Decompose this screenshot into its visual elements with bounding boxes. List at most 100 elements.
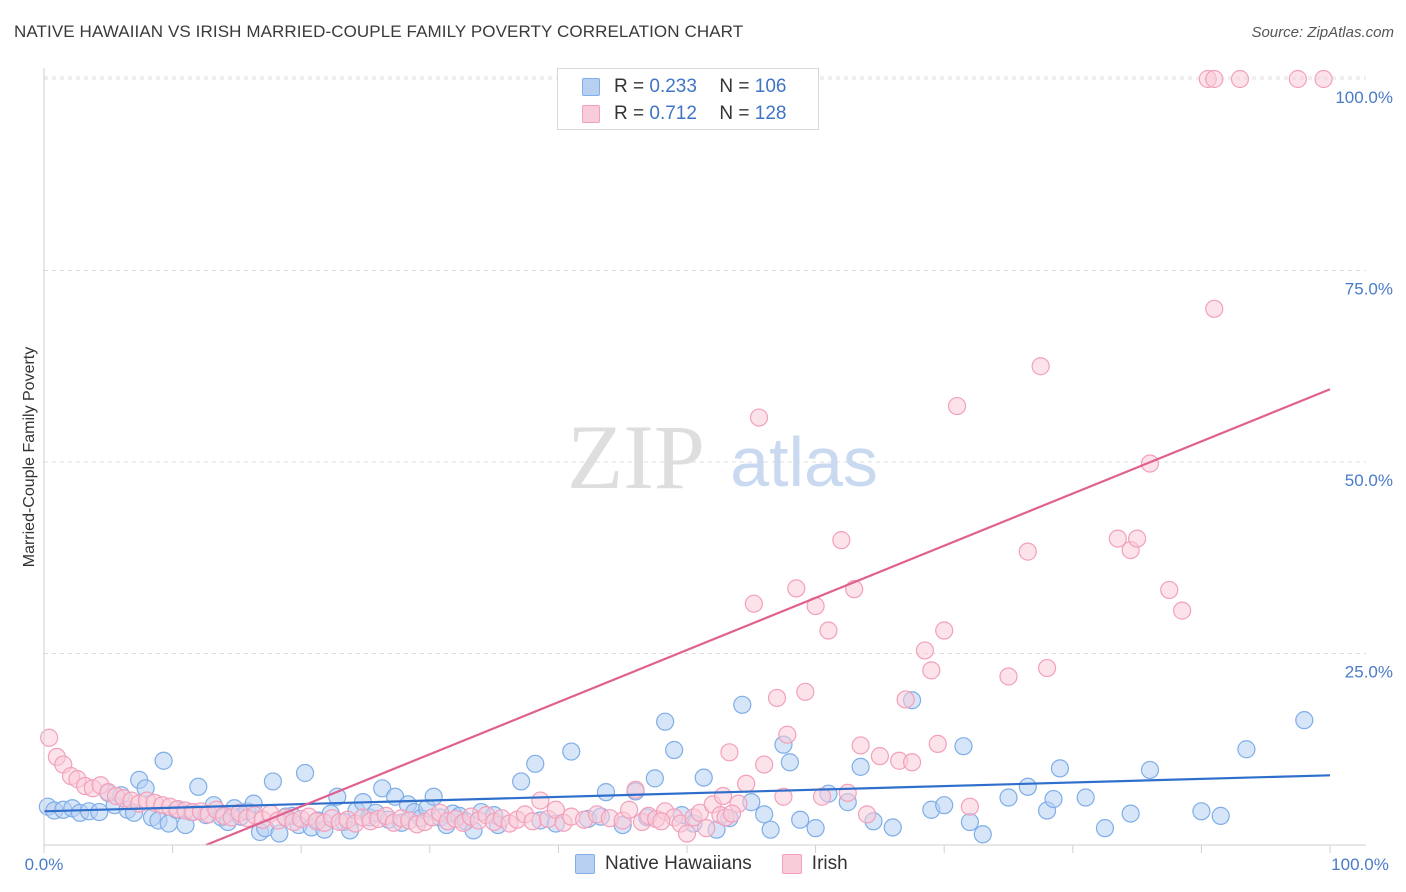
native-hawaiians-point bbox=[954, 737, 973, 756]
irish-point bbox=[1314, 69, 1333, 89]
native-hawaiians-point bbox=[263, 772, 283, 791]
native-hawaiians-point bbox=[373, 779, 392, 798]
irish-point bbox=[737, 774, 756, 793]
irish-point bbox=[720, 743, 739, 762]
legend-item-irish[interactable]: Irish bbox=[781, 853, 848, 875]
irish-point bbox=[928, 734, 947, 753]
irish-point bbox=[812, 787, 832, 806]
irish-swatch bbox=[582, 105, 600, 123]
native-hawaiians-point bbox=[295, 763, 315, 783]
native-hawaiians-point bbox=[189, 777, 208, 796]
native-hawaiians-point bbox=[665, 740, 684, 760]
irish-point bbox=[796, 682, 815, 701]
native-hawaiians-point bbox=[1211, 806, 1230, 825]
native-hawaiians-point bbox=[1076, 788, 1095, 807]
y-tick-label: 50.0% bbox=[1345, 471, 1393, 490]
native-hawaiians-swatch bbox=[582, 78, 600, 96]
irish-point bbox=[1031, 357, 1050, 376]
irish-point bbox=[902, 753, 922, 772]
irish-point bbox=[677, 824, 697, 843]
native-hawaiians-point bbox=[1050, 759, 1070, 778]
trend-layer bbox=[43, 388, 1331, 847]
irish-point bbox=[947, 396, 967, 416]
native-hawaiians-point bbox=[973, 825, 992, 844]
native-hawaiians-point bbox=[526, 754, 545, 773]
irish-point bbox=[767, 688, 787, 708]
x-tick-label-max: 100.0% bbox=[1331, 855, 1389, 874]
irish-point bbox=[832, 531, 851, 550]
native-hawaiians-trend-line bbox=[43, 774, 1331, 813]
irish-point bbox=[744, 594, 763, 613]
native-hawaiians-point bbox=[1018, 777, 1037, 796]
irish-point bbox=[1108, 529, 1127, 548]
y-tick-label: 75.0% bbox=[1345, 280, 1393, 299]
axis-layer: 25.0% 50.0% 75.0% 100.0% 0.0% 100.0% bbox=[25, 68, 1393, 874]
irish-point bbox=[722, 804, 742, 823]
native-hawaiians-point bbox=[154, 751, 173, 770]
chart-source: Source: ZipAtlas.com bbox=[1251, 24, 1394, 41]
irish-point bbox=[1037, 658, 1057, 678]
irish-point bbox=[870, 747, 890, 766]
native-hawaiians-point bbox=[596, 783, 616, 802]
n-label: N = bbox=[719, 76, 755, 97]
irish-point bbox=[851, 736, 870, 755]
irish-point bbox=[960, 797, 980, 816]
native-hawaiians-point bbox=[562, 742, 581, 761]
irish-point bbox=[896, 690, 915, 709]
irish-point bbox=[819, 621, 838, 640]
native-hawaiians-point bbox=[733, 695, 752, 714]
native-hawaiians-point bbox=[935, 796, 954, 815]
watermark-zip: ZIP bbox=[567, 406, 705, 508]
r-label: R = bbox=[614, 103, 650, 124]
irish-point bbox=[620, 800, 639, 819]
native-hawaiians-point bbox=[755, 805, 774, 824]
native-hawaiians-point bbox=[424, 787, 443, 806]
x-tick-label-min: 0.0% bbox=[25, 855, 64, 874]
legend-item-native-hawaiians[interactable]: Native Hawaiians bbox=[575, 853, 752, 875]
irish-trend-line bbox=[205, 388, 1331, 847]
series-legend: Native Hawaiians Irish bbox=[575, 853, 878, 875]
native-hawaiians-point bbox=[761, 820, 780, 839]
native-hawaiians-legend-swatch bbox=[575, 854, 595, 874]
irish-legend-label: Irish bbox=[811, 853, 848, 874]
irish-point bbox=[1230, 69, 1250, 89]
irish-point bbox=[523, 812, 542, 831]
irish-point bbox=[1018, 542, 1037, 561]
irish-r-value: 0.712 bbox=[649, 103, 697, 124]
native-hawaiians-point bbox=[1140, 760, 1160, 780]
native-hawaiians-point bbox=[656, 712, 675, 731]
n-label: N = bbox=[719, 103, 755, 124]
irish-point bbox=[838, 783, 857, 803]
irish-point bbox=[1173, 601, 1192, 620]
irish-point bbox=[922, 661, 941, 680]
irish-point bbox=[1127, 529, 1147, 548]
native-hawaiians-point bbox=[1192, 802, 1211, 821]
irish-point bbox=[713, 786, 733, 806]
irish-point bbox=[778, 725, 797, 744]
points-layer bbox=[38, 69, 1333, 844]
native-hawaiians-point bbox=[883, 818, 902, 837]
native-hawaiians-point bbox=[694, 768, 713, 787]
native-hawaiians-point bbox=[1237, 740, 1256, 759]
native-hawaiians-point bbox=[791, 810, 810, 829]
stats-legend-row-irish: R = 0.712 N = 128 bbox=[582, 103, 786, 125]
native-hawaiians-point bbox=[645, 769, 664, 788]
y-axis-title: Married-Couple Family Poverty bbox=[21, 347, 38, 568]
irish-point bbox=[787, 579, 806, 598]
native-hawaiians-point bbox=[1295, 711, 1314, 730]
stats-legend-row-native-hawaiians: R = 0.233 N = 106 bbox=[582, 76, 786, 98]
irish-point bbox=[915, 641, 935, 660]
grid-layer bbox=[44, 76, 1366, 654]
native-hawaiians-point bbox=[780, 753, 799, 772]
native-hawaiians-point bbox=[1121, 804, 1140, 823]
native-hawaiians-point bbox=[999, 788, 1018, 807]
irish-point bbox=[652, 812, 671, 831]
irish-point bbox=[1140, 454, 1160, 473]
irish-point bbox=[1160, 580, 1179, 600]
irish-point bbox=[1205, 69, 1224, 89]
native-hawaiians-point bbox=[1044, 789, 1063, 809]
native-hawaiians-point bbox=[960, 812, 980, 832]
irish-point bbox=[857, 805, 877, 824]
irish-n-value: 128 bbox=[754, 103, 787, 124]
native-hawaiians-point bbox=[851, 757, 870, 776]
